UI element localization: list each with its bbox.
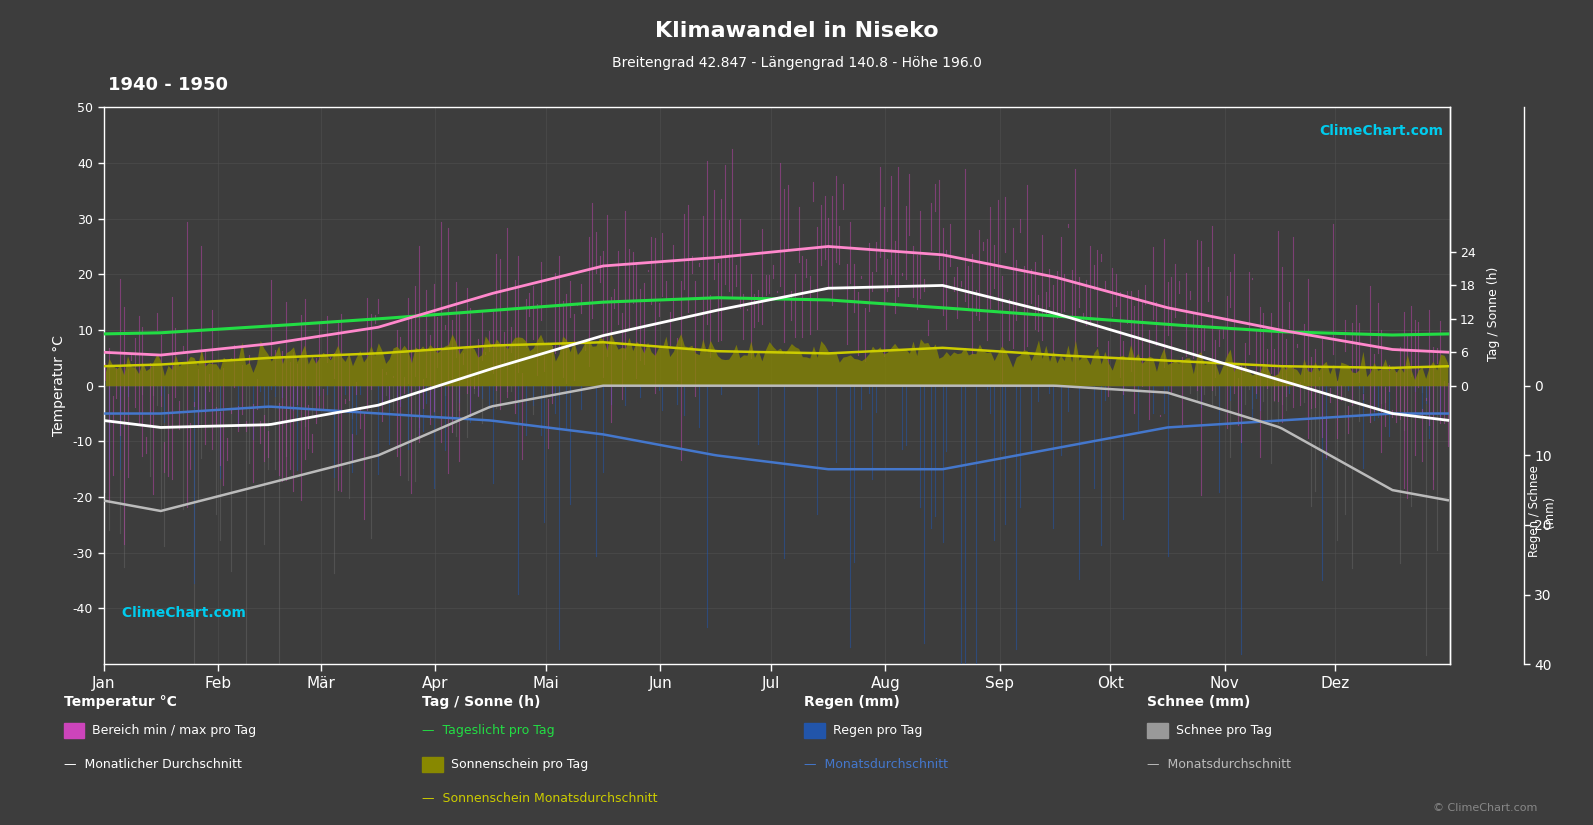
Text: © ClimeChart.com: © ClimeChart.com [1432,803,1537,813]
Y-axis label: Temperatur °C: Temperatur °C [53,335,65,436]
Text: ClimeChart.com: ClimeChart.com [1319,124,1443,138]
Text: Tag / Sonne (h): Tag / Sonne (h) [422,695,540,709]
Text: Regen (mm): Regen (mm) [804,695,900,709]
Text: Schnee pro Tag: Schnee pro Tag [1176,724,1271,737]
Text: 1940 - 1950: 1940 - 1950 [108,76,228,94]
Text: —  Monatlicher Durchschnitt: — Monatlicher Durchschnitt [64,758,242,771]
Text: —  Tageslicht pro Tag: — Tageslicht pro Tag [422,724,554,737]
Text: Sonnenschein pro Tag: Sonnenschein pro Tag [451,758,588,771]
Text: Tag / Sonne (h): Tag / Sonne (h) [1486,266,1501,361]
Text: —  Monatsdurchschnitt: — Monatsdurchschnitt [804,758,948,771]
Text: Bereich min / max pro Tag: Bereich min / max pro Tag [92,724,256,737]
Text: —  Sonnenschein Monatsdurchschnitt: — Sonnenschein Monatsdurchschnitt [422,792,658,805]
Text: ClimeChart.com: ClimeChart.com [116,606,245,620]
Text: —  Monatsdurchschnitt: — Monatsdurchschnitt [1147,758,1290,771]
Text: Regen pro Tag: Regen pro Tag [833,724,922,737]
Text: Breitengrad 42.847 - Längengrad 140.8 - Höhe 196.0: Breitengrad 42.847 - Längengrad 140.8 - … [612,56,981,70]
Text: Regen / Schnee
(mm): Regen / Schnee (mm) [1528,465,1556,558]
Text: Klimawandel in Niseko: Klimawandel in Niseko [655,21,938,40]
Text: Temperatur °C: Temperatur °C [64,695,177,709]
Text: Schnee (mm): Schnee (mm) [1147,695,1251,709]
